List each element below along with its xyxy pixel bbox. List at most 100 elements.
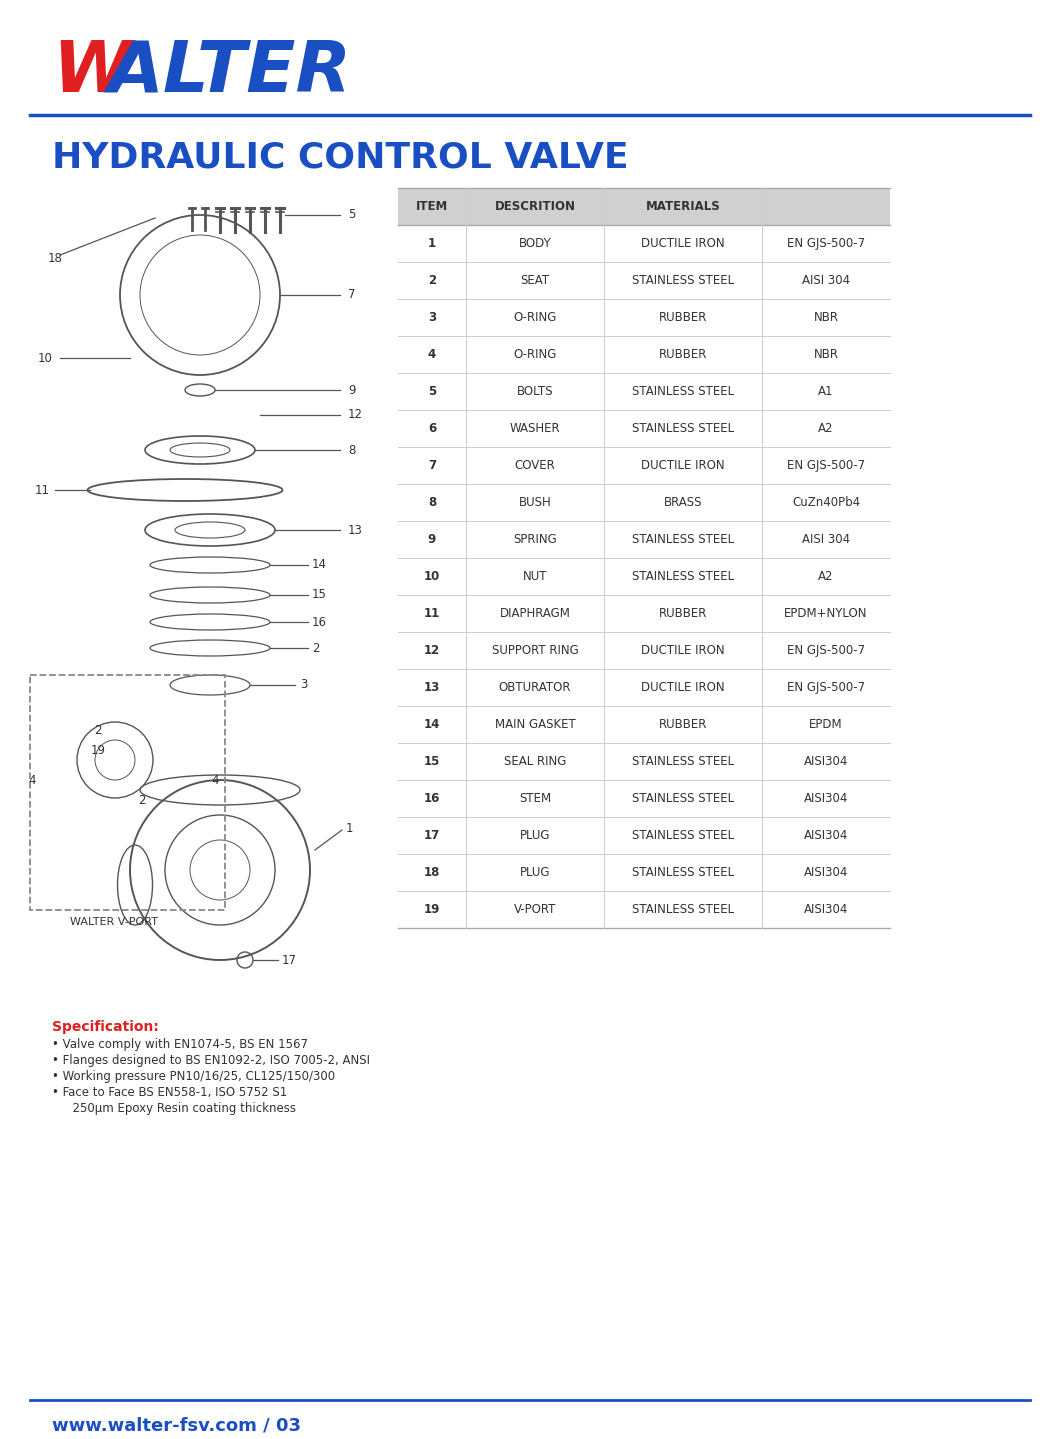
Text: STAINLESS STEEL: STAINLESS STEEL (632, 386, 735, 399)
Text: NBR: NBR (813, 311, 838, 324)
Text: 2: 2 (138, 793, 146, 806)
Text: • Flanges designed to BS EN1092-2, ISO 7005-2, ANSI: • Flanges designed to BS EN1092-2, ISO 7… (52, 1053, 370, 1066)
Text: EN GJS-500-7: EN GJS-500-7 (787, 645, 865, 658)
Text: STAINLESS STEEL: STAINLESS STEEL (632, 273, 735, 286)
Text: 15: 15 (424, 755, 440, 768)
Text: ITEM: ITEM (416, 200, 448, 213)
Text: MAIN GASKET: MAIN GASKET (495, 718, 576, 731)
Text: 4: 4 (428, 348, 436, 361)
Text: AISI304: AISI304 (803, 755, 848, 768)
Text: STAINLESS STEEL: STAINLESS STEEL (632, 829, 735, 842)
Text: AISI304: AISI304 (803, 904, 848, 917)
Text: 11: 11 (424, 607, 440, 620)
Text: DUCTILE IRON: DUCTILE IRON (641, 681, 725, 694)
Text: W: W (52, 37, 131, 106)
Text: PLUG: PLUG (519, 829, 550, 842)
Text: MATERIALS: MATERIALS (646, 200, 721, 213)
Text: 5: 5 (428, 386, 436, 399)
Text: STEM: STEM (519, 791, 551, 804)
Text: 4: 4 (211, 774, 218, 787)
Text: CuZn40Pb4: CuZn40Pb4 (792, 496, 860, 509)
Text: 5: 5 (348, 209, 355, 222)
Text: 8: 8 (348, 443, 355, 456)
Text: AISI 304: AISI 304 (802, 273, 850, 286)
Text: A1: A1 (818, 386, 834, 399)
Text: RUBBER: RUBBER (659, 311, 707, 324)
Text: 3: 3 (300, 679, 307, 692)
Text: A2: A2 (818, 570, 834, 583)
Text: V-PORT: V-PORT (514, 904, 556, 917)
Text: HYDRAULIC CONTROL VALVE: HYDRAULIC CONTROL VALVE (52, 141, 629, 176)
Text: 1: 1 (346, 822, 353, 835)
Text: SEAT: SEAT (520, 273, 549, 286)
Text: 9: 9 (348, 384, 355, 397)
Text: 17: 17 (282, 954, 297, 967)
Text: DESCRITION: DESCRITION (495, 200, 576, 213)
Text: 10: 10 (38, 351, 53, 364)
Text: STAINLESS STEEL: STAINLESS STEEL (632, 755, 735, 768)
Text: 13: 13 (424, 681, 440, 694)
Text: 13: 13 (348, 524, 363, 537)
Text: • Working pressure PN10/16/25, CL125/150/300: • Working pressure PN10/16/25, CL125/150… (52, 1071, 335, 1084)
Text: 12: 12 (348, 409, 363, 422)
Text: 4: 4 (29, 774, 36, 787)
Text: SPRING: SPRING (513, 532, 556, 545)
Text: DUCTILE IRON: DUCTILE IRON (641, 237, 725, 250)
Text: 2: 2 (428, 273, 436, 286)
Text: EPDM+NYLON: EPDM+NYLON (784, 607, 868, 620)
Text: AISI304: AISI304 (803, 791, 848, 804)
Text: EPDM: EPDM (809, 718, 843, 731)
Text: 1: 1 (428, 237, 436, 250)
Text: 3: 3 (428, 311, 436, 324)
Text: NUT: NUT (523, 570, 547, 583)
Text: RUBBER: RUBBER (659, 607, 707, 620)
Text: 19: 19 (90, 744, 106, 757)
Text: WALTER V-PORT: WALTER V-PORT (70, 917, 158, 927)
Text: BUSH: BUSH (518, 496, 551, 509)
Text: STAINLESS STEEL: STAINLESS STEEL (632, 791, 735, 804)
Bar (30, 675, 225, 909)
Text: COVER: COVER (514, 459, 555, 472)
Text: STAINLESS STEEL: STAINLESS STEEL (632, 904, 735, 917)
Text: 18: 18 (48, 252, 63, 265)
Text: RUBBER: RUBBER (659, 718, 707, 731)
Text: RUBBER: RUBBER (659, 348, 707, 361)
Text: • Face to Face BS EN558-1, ISO 5752 S1: • Face to Face BS EN558-1, ISO 5752 S1 (52, 1086, 287, 1099)
Text: WASHER: WASHER (510, 422, 561, 435)
Text: Specification:: Specification: (52, 1020, 159, 1035)
Text: 8: 8 (428, 496, 436, 509)
Text: PLUG: PLUG (519, 866, 550, 879)
Text: www.walter-fsv.com / 03: www.walter-fsv.com / 03 (52, 1416, 301, 1435)
Text: O-RING: O-RING (513, 311, 556, 324)
Text: SEAL RING: SEAL RING (504, 755, 566, 768)
Text: 11: 11 (35, 484, 50, 496)
Text: 7: 7 (428, 459, 436, 472)
Text: AISI304: AISI304 (803, 866, 848, 879)
Text: 17: 17 (424, 829, 440, 842)
Text: BRASS: BRASS (664, 496, 702, 509)
Text: EN GJS-500-7: EN GJS-500-7 (787, 459, 865, 472)
Text: STAINLESS STEEL: STAINLESS STEEL (632, 570, 735, 583)
Text: DIAPHRAGM: DIAPHRAGM (499, 607, 570, 620)
Text: STAINLESS STEEL: STAINLESS STEEL (632, 422, 735, 435)
Text: 14: 14 (312, 558, 326, 571)
Text: O-RING: O-RING (513, 348, 556, 361)
Text: 16: 16 (424, 791, 440, 804)
Text: BOLTS: BOLTS (516, 386, 553, 399)
Text: STAINLESS STEEL: STAINLESS STEEL (632, 532, 735, 545)
Text: OBTURATOR: OBTURATOR (499, 681, 571, 694)
Text: 14: 14 (424, 718, 440, 731)
Text: A2: A2 (818, 422, 834, 435)
Bar (398, 189, 890, 224)
Text: SUPPORT RING: SUPPORT RING (492, 645, 579, 658)
Text: • Valve comply with EN1074-5, BS EN 1567: • Valve comply with EN1074-5, BS EN 1567 (52, 1038, 308, 1050)
Text: 2: 2 (94, 724, 102, 737)
Text: 16: 16 (312, 616, 326, 629)
Text: EN GJS-500-7: EN GJS-500-7 (787, 237, 865, 250)
Text: 6: 6 (428, 422, 436, 435)
Text: AISI304: AISI304 (803, 829, 848, 842)
Text: DUCTILE IRON: DUCTILE IRON (641, 645, 725, 658)
Text: 12: 12 (424, 645, 440, 658)
Text: DUCTILE IRON: DUCTILE IRON (641, 459, 725, 472)
Text: BODY: BODY (518, 237, 551, 250)
